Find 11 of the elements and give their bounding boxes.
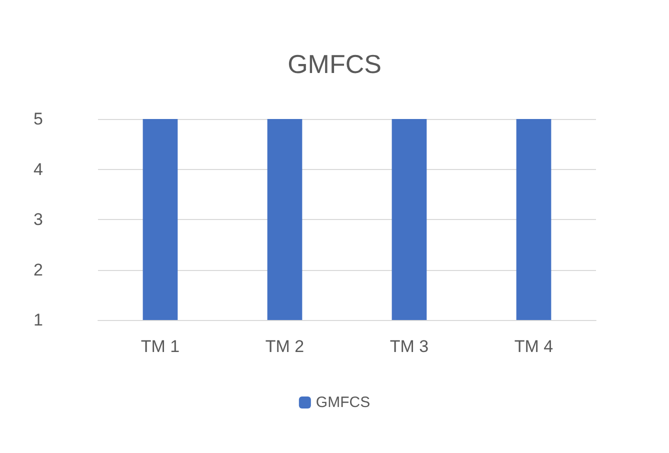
x-tick-label: TM 4: [514, 337, 554, 356]
y-tick-label: 3: [34, 210, 43, 229]
x-tick-label: TM 1: [140, 337, 180, 356]
y-tick-label: 5: [34, 110, 43, 128]
y-tick-label: 2: [34, 260, 43, 280]
x-tick-label: TM 3: [390, 337, 429, 356]
y-tick-label: 4: [34, 160, 43, 179]
x-tick-label: TM 2: [265, 337, 304, 356]
legend-label: GMFCS: [316, 394, 370, 411]
chart-title: GMFCS: [288, 49, 382, 79]
y-tick-label: 1: [34, 310, 43, 330]
